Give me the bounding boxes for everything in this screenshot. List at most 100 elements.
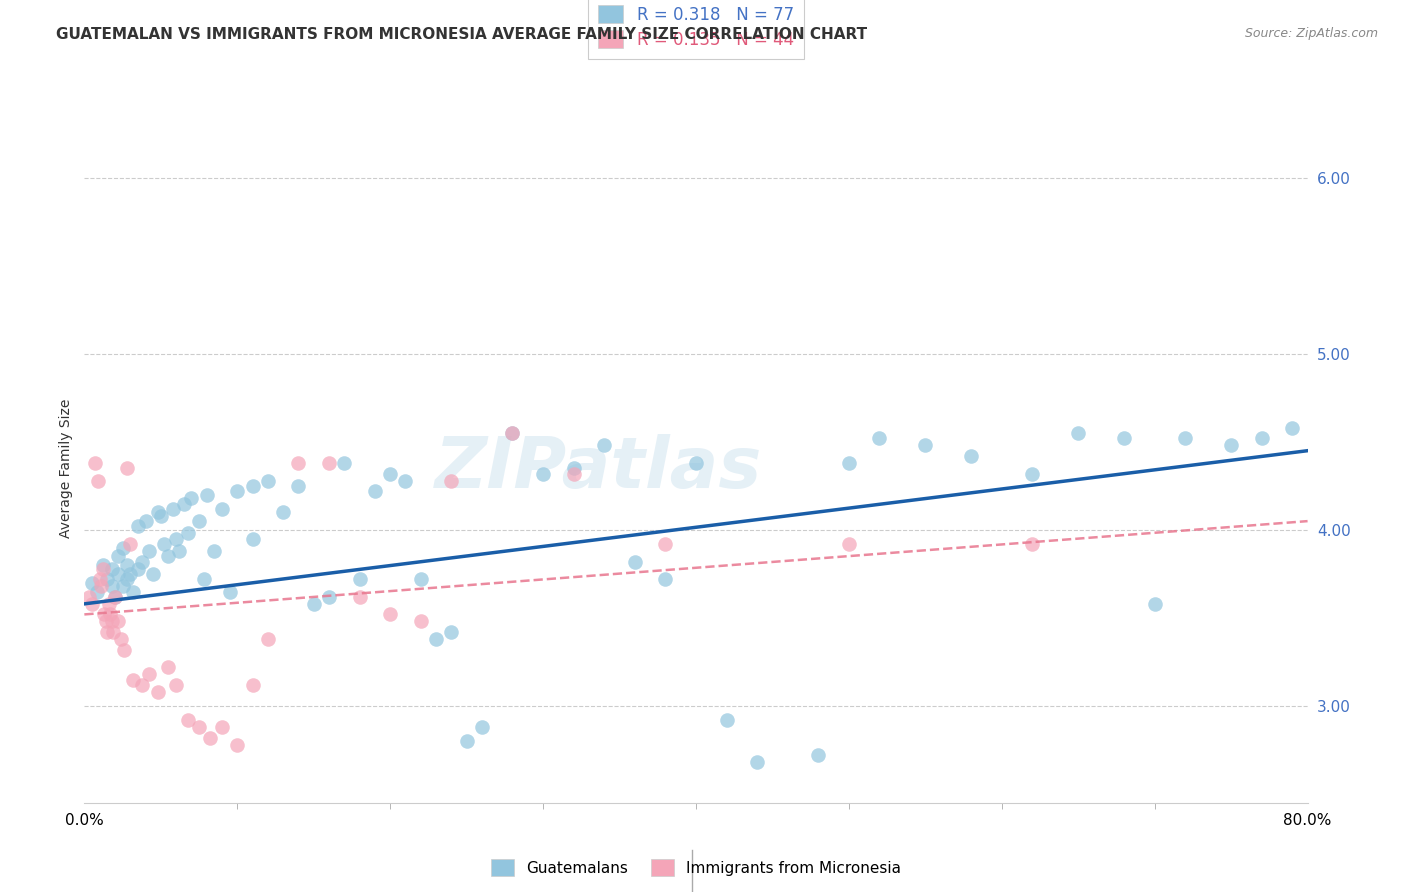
Point (1021, 537, 1043, 551)
Point (146, 505, 169, 519)
Point (107, 549, 129, 564)
Point (838, 537, 860, 551)
Point (1250, 431, 1272, 445)
Point (138, 544, 160, 558)
Point (287, 456, 309, 470)
Y-axis label: Average Family Size: Average Family Size (59, 399, 73, 538)
Point (120, 537, 142, 551)
Point (91, 562, 114, 576)
Point (502, 426, 524, 441)
Point (180, 491, 202, 506)
Point (101, 562, 124, 576)
Point (173, 496, 195, 510)
Point (104, 590, 127, 604)
Point (94, 615, 117, 629)
Point (162, 501, 184, 516)
Point (115, 572, 138, 586)
Point (104, 590, 127, 604)
Point (318, 590, 340, 604)
Point (93, 607, 115, 622)
Point (110, 632, 132, 646)
Point (502, 426, 524, 441)
Point (138, 667, 160, 681)
Point (165, 532, 187, 546)
Point (101, 579, 124, 593)
Point (157, 660, 180, 674)
Point (226, 738, 249, 752)
Point (349, 590, 371, 604)
Point (807, 748, 830, 763)
Point (188, 514, 211, 528)
Point (1281, 421, 1303, 435)
Point (86, 584, 108, 599)
Point (127, 562, 149, 576)
Point (122, 673, 145, 687)
Point (425, 632, 447, 646)
Point (153, 537, 176, 551)
Point (135, 514, 157, 528)
Point (198, 731, 221, 745)
Point (716, 713, 738, 727)
Point (89, 572, 111, 586)
Point (107, 566, 129, 581)
Point (96, 572, 118, 586)
Point (471, 720, 494, 734)
Point (188, 720, 211, 734)
Point (90, 579, 112, 593)
Point (271, 505, 294, 519)
Point (1114, 431, 1136, 445)
Point (1021, 467, 1043, 481)
Point (914, 438, 936, 452)
Point (869, 431, 891, 445)
Text: Source: ZipAtlas.com: Source: ZipAtlas.com (1244, 27, 1378, 40)
Point (380, 467, 402, 481)
Point (593, 438, 616, 452)
Point (107, 615, 129, 629)
Point (380, 607, 402, 622)
Point (87, 474, 110, 488)
Point (333, 456, 356, 470)
Point (440, 625, 463, 640)
Point (747, 756, 769, 770)
Point (562, 467, 585, 481)
Point (84, 456, 107, 470)
Point (242, 479, 264, 493)
Point (685, 456, 707, 470)
Point (409, 572, 432, 586)
Point (257, 474, 280, 488)
Point (242, 678, 264, 692)
Point (103, 625, 125, 640)
Point (98, 607, 121, 622)
Point (101, 615, 124, 629)
Point (624, 555, 647, 569)
Point (149, 508, 172, 523)
Point (157, 549, 180, 564)
Point (77, 590, 100, 604)
Point (97, 597, 120, 611)
Point (91, 558, 114, 573)
Point (112, 642, 135, 657)
Point (654, 572, 676, 586)
Point (838, 456, 860, 470)
Point (165, 678, 187, 692)
Point (193, 572, 215, 586)
Point (195, 488, 218, 502)
Point (131, 678, 153, 692)
Point (131, 555, 153, 569)
Point (1067, 426, 1090, 441)
Point (122, 584, 145, 599)
Point (242, 532, 264, 546)
Legend: Guatemalans, Immigrants from Micronesia: Guatemalans, Immigrants from Micronesia (485, 854, 907, 882)
Point (115, 558, 138, 573)
Point (562, 461, 585, 475)
Text: GUATEMALAN VS IMMIGRANTS FROM MICRONESIA AVERAGE FAMILY SIZE CORRELATION CHART: GUATEMALAN VS IMMIGRANTS FROM MICRONESIA… (56, 27, 868, 42)
Point (302, 597, 325, 611)
Point (960, 449, 983, 463)
Point (202, 544, 225, 558)
Point (654, 537, 676, 551)
Point (80, 597, 103, 611)
Point (1143, 597, 1166, 611)
Point (257, 632, 280, 646)
Point (1174, 431, 1197, 445)
Point (96, 625, 118, 640)
